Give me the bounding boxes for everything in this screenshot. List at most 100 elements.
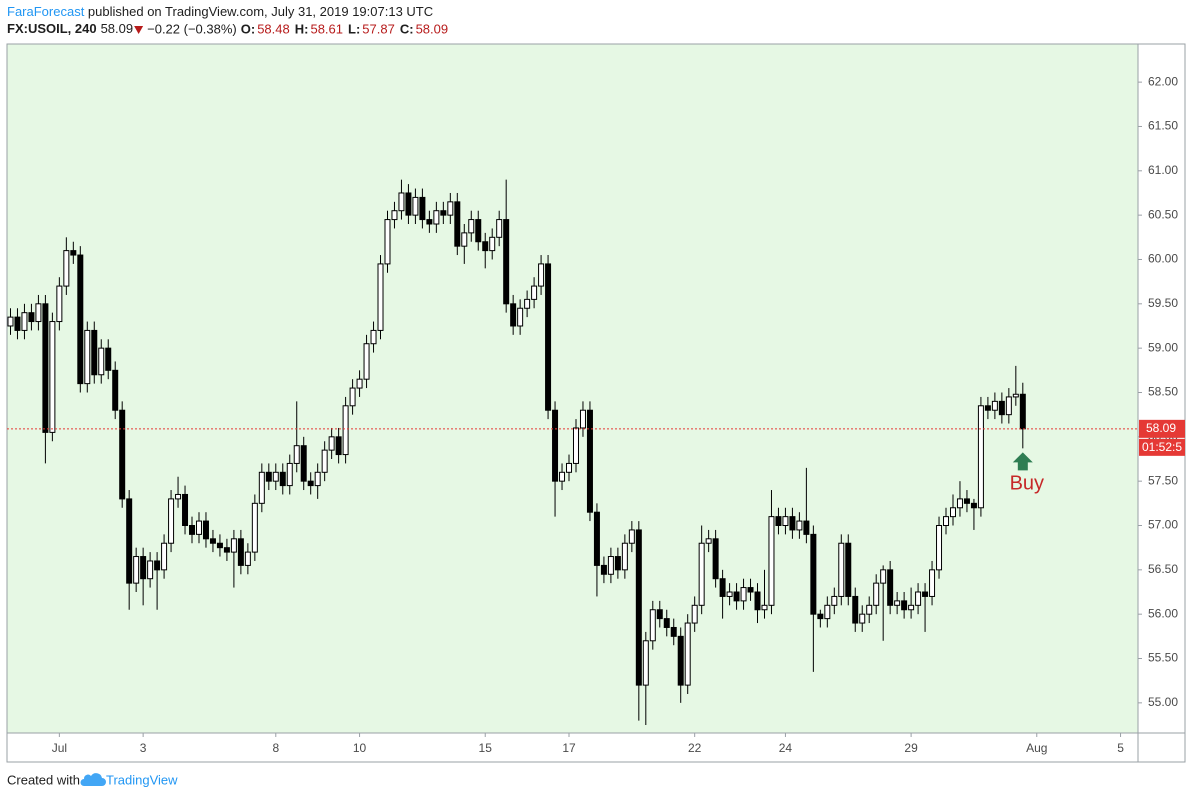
candle-body xyxy=(754,591,761,611)
candle-body xyxy=(726,591,733,597)
candle-body xyxy=(656,609,663,620)
candle-body xyxy=(251,502,258,553)
y-tick-label: 62.00 xyxy=(1148,74,1178,88)
candle-body xyxy=(405,192,412,216)
candle-body xyxy=(579,409,586,429)
candle-body xyxy=(538,263,545,287)
candle-body xyxy=(949,507,956,518)
candle-body xyxy=(922,591,929,597)
x-tick-label: Aug xyxy=(1026,741,1047,755)
candle-body xyxy=(328,436,335,451)
candle-body xyxy=(740,587,747,602)
y-tick-label: 61.00 xyxy=(1148,163,1178,177)
candle-body xyxy=(621,542,628,571)
last-price-label: 58.09 xyxy=(1146,421,1176,435)
candle-body xyxy=(1019,393,1026,430)
candle-body xyxy=(524,298,531,309)
candle-body xyxy=(719,578,726,597)
candle-body xyxy=(705,538,712,544)
candle-body xyxy=(956,498,963,509)
candle-body xyxy=(649,609,656,642)
candle-body xyxy=(307,480,314,487)
plot: 55.0055.5056.0056.5057.0057.5058.0058.50… xyxy=(7,74,1185,755)
candle-body xyxy=(593,511,600,566)
candle-body xyxy=(901,600,908,611)
candle-body xyxy=(775,516,782,527)
y-tick-label: 59.00 xyxy=(1148,340,1178,354)
candle-body xyxy=(670,626,677,637)
candle-body xyxy=(663,618,670,628)
candle-body xyxy=(607,556,614,575)
x-tick-label: 10 xyxy=(353,741,367,755)
candle-body xyxy=(831,595,838,606)
candle-body xyxy=(789,516,796,531)
candle-body xyxy=(635,529,642,686)
candle-body xyxy=(503,219,510,305)
candle-body xyxy=(21,312,28,331)
candle-body xyxy=(517,307,524,327)
candle-body xyxy=(845,542,852,597)
y-tick-label: 61.50 xyxy=(1148,119,1178,133)
y-tick-label: 57.00 xyxy=(1148,518,1178,532)
candle-body xyxy=(572,427,579,464)
candle-body xyxy=(49,321,56,433)
candle-body xyxy=(873,582,880,606)
published: published on TradingView.com, July 31, 2… xyxy=(84,4,433,19)
candle-body xyxy=(223,547,230,553)
footer-brand[interactable]: TradingView xyxy=(106,772,178,787)
candle-body xyxy=(600,564,607,575)
y-tick-label: 60.00 xyxy=(1148,252,1178,266)
candle-body xyxy=(363,343,370,380)
candle-body xyxy=(56,285,63,323)
candle-body xyxy=(335,436,342,456)
candle-body xyxy=(803,520,810,535)
candle-body xyxy=(14,316,21,331)
header-line-1: FaraForecast published on TradingView.co… xyxy=(7,4,433,19)
candle-body xyxy=(586,409,593,513)
candle-body xyxy=(796,520,803,531)
y-tick-label: 59.50 xyxy=(1148,296,1178,310)
candle-body xyxy=(119,409,126,500)
candle-body xyxy=(894,600,901,606)
x-tick-label: 24 xyxy=(779,741,793,755)
candle-body xyxy=(747,587,754,593)
candle-body xyxy=(691,604,698,624)
candle-body xyxy=(984,405,991,411)
candle-body xyxy=(817,613,824,620)
y-tick-label: 55.00 xyxy=(1148,695,1178,709)
candle-body xyxy=(614,556,621,571)
candle-body xyxy=(182,493,189,527)
candle-body xyxy=(412,196,419,216)
candle-body xyxy=(349,387,356,407)
header-field: O: xyxy=(241,21,255,36)
header-field: 58.09 xyxy=(416,21,449,36)
author[interactable]: FaraForecast xyxy=(7,4,85,19)
candle-body xyxy=(782,516,789,527)
candle-body xyxy=(140,556,147,580)
candle-body xyxy=(35,303,42,323)
header-field: 58.48 xyxy=(257,21,290,36)
symbol: FX:USOIL, 240 xyxy=(7,21,97,36)
candle-body xyxy=(880,569,887,584)
candle-body xyxy=(70,250,77,256)
buy-arrow xyxy=(1012,452,1033,471)
candle-body xyxy=(126,498,133,584)
candle-body xyxy=(496,219,503,238)
x-tick-label: 5 xyxy=(1117,741,1124,755)
candle-body xyxy=(566,462,573,473)
candle-body xyxy=(28,312,35,323)
candle-body xyxy=(963,498,970,504)
candle-body xyxy=(489,236,496,252)
y-tick-label: 55.50 xyxy=(1148,651,1178,665)
tradingview-logo xyxy=(80,773,106,786)
candle-body xyxy=(286,462,293,487)
candle-body xyxy=(1012,393,1019,398)
candle-body xyxy=(768,516,775,606)
candle-body xyxy=(454,201,461,247)
candle-body xyxy=(970,502,977,509)
candle-body xyxy=(461,232,468,247)
candle-body xyxy=(237,538,244,566)
header-field: 58.61 xyxy=(310,21,343,36)
candle-body xyxy=(300,445,307,482)
x-tick-label: 22 xyxy=(688,741,702,755)
